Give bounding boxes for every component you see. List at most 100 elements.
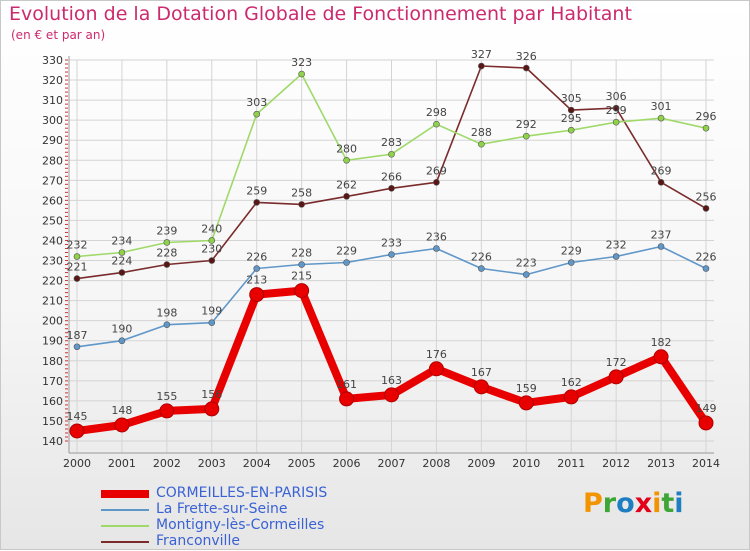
y-tick-label: 180	[42, 355, 63, 368]
data-point	[478, 62, 485, 70]
data-label: 224	[111, 255, 132, 268]
data-point	[433, 179, 440, 186]
data-point	[114, 417, 130, 433]
y-tick-label: 320	[42, 74, 63, 87]
data-point	[208, 257, 216, 264]
legend-item: Montigny-lès-Cormeilles	[101, 517, 361, 534]
x-tick-label: 2009	[467, 457, 495, 470]
data-point	[473, 379, 489, 395]
data-point	[612, 253, 620, 260]
data-point	[253, 110, 261, 118]
y-tick-label: 220	[42, 275, 63, 288]
data-point	[657, 179, 665, 186]
data-point	[298, 261, 305, 268]
data-point	[163, 261, 171, 268]
data-label: 258	[291, 186, 312, 199]
y-tick-label: 260	[42, 194, 63, 207]
data-label: 283	[381, 136, 402, 149]
data-point	[298, 201, 305, 208]
data-point	[208, 319, 216, 326]
data-label: 182	[651, 336, 672, 349]
data-label: 237	[651, 228, 672, 241]
data-point	[518, 395, 534, 411]
data-label: 230	[201, 243, 222, 256]
x-tick-label: 2001	[108, 457, 136, 470]
legend-item: La Frette-sur-Seine	[101, 501, 361, 518]
data-label: 215	[291, 270, 312, 283]
data-point	[343, 259, 350, 266]
x-tick-label: 2014	[692, 457, 720, 470]
data-point	[478, 265, 485, 272]
data-point	[702, 205, 710, 212]
x-tick-label: 2007	[378, 457, 406, 470]
data-point	[163, 321, 171, 328]
data-label: 269	[651, 164, 672, 177]
data-label: 223	[516, 257, 537, 270]
data-point	[612, 118, 620, 126]
data-label: 259	[246, 184, 267, 197]
y-tick-label: 280	[42, 154, 63, 167]
data-point	[657, 114, 665, 122]
data-point	[702, 124, 710, 132]
chart-subtitle: (en € et par an)	[11, 28, 106, 42]
data-point	[388, 185, 395, 192]
data-label: 298	[426, 106, 447, 119]
legend-swatch	[101, 541, 149, 543]
data-label: 198	[156, 307, 177, 320]
data-point	[73, 253, 81, 260]
data-label: 269	[426, 164, 447, 177]
data-label: 167	[471, 366, 492, 379]
data-point	[208, 237, 216, 244]
y-tick-label: 310	[42, 94, 63, 107]
data-point	[69, 423, 85, 439]
data-point	[567, 126, 575, 134]
data-point	[118, 269, 126, 276]
y-tick-label: 300	[42, 114, 63, 127]
data-label: 326	[516, 50, 537, 63]
data-label: 299	[606, 104, 627, 117]
x-tick-label: 2013	[647, 457, 675, 470]
data-point	[163, 239, 171, 246]
data-label: 162	[561, 376, 582, 389]
data-point	[608, 369, 624, 385]
data-point	[388, 150, 395, 158]
data-label: 234	[111, 235, 132, 248]
y-tick-label: 170	[42, 375, 63, 388]
x-tick-label: 2000	[63, 457, 91, 470]
data-label: 163	[381, 374, 402, 387]
data-point	[567, 106, 575, 114]
x-tick-label: 2005	[288, 457, 316, 470]
proxiti-logo: Proxiti	[583, 488, 684, 519]
data-label: 236	[426, 230, 447, 243]
legend-item: CORMEILLES-EN-PARISIS	[101, 485, 361, 502]
data-label: 228	[156, 247, 177, 260]
series-lines	[69, 62, 714, 439]
data-label: 172	[606, 356, 627, 369]
data-point	[433, 120, 440, 128]
data-label: 228	[291, 247, 312, 260]
data-label: 145	[67, 410, 88, 423]
data-label: 303	[246, 96, 267, 109]
y-tick-label: 290	[42, 134, 63, 147]
logo-letter: o	[616, 488, 635, 519]
y-tick-label: 330	[42, 54, 63, 67]
logo-letter: i	[674, 488, 684, 519]
data-point	[159, 403, 175, 419]
legend-label: La Frette-sur-Seine	[156, 501, 288, 517]
data-point	[343, 156, 350, 164]
x-tick-label: 2006	[333, 457, 361, 470]
data-point	[294, 283, 310, 299]
data-label: 213	[246, 274, 267, 287]
x-tick-label: 2004	[243, 457, 271, 470]
y-tick-label: 250	[42, 214, 63, 227]
legend-swatch	[101, 509, 149, 511]
legend-label: Franconville	[156, 533, 240, 549]
y-tick-label: 160	[42, 395, 63, 408]
data-label: 301	[651, 100, 672, 113]
data-label: 232	[67, 239, 88, 252]
logo-letter: r	[602, 488, 617, 519]
data-point	[118, 249, 126, 256]
data-label: 292	[516, 118, 537, 131]
chart-legend: CORMEILLES-EN-PARISIS La Frette-sur-Seine…	[101, 485, 361, 550]
